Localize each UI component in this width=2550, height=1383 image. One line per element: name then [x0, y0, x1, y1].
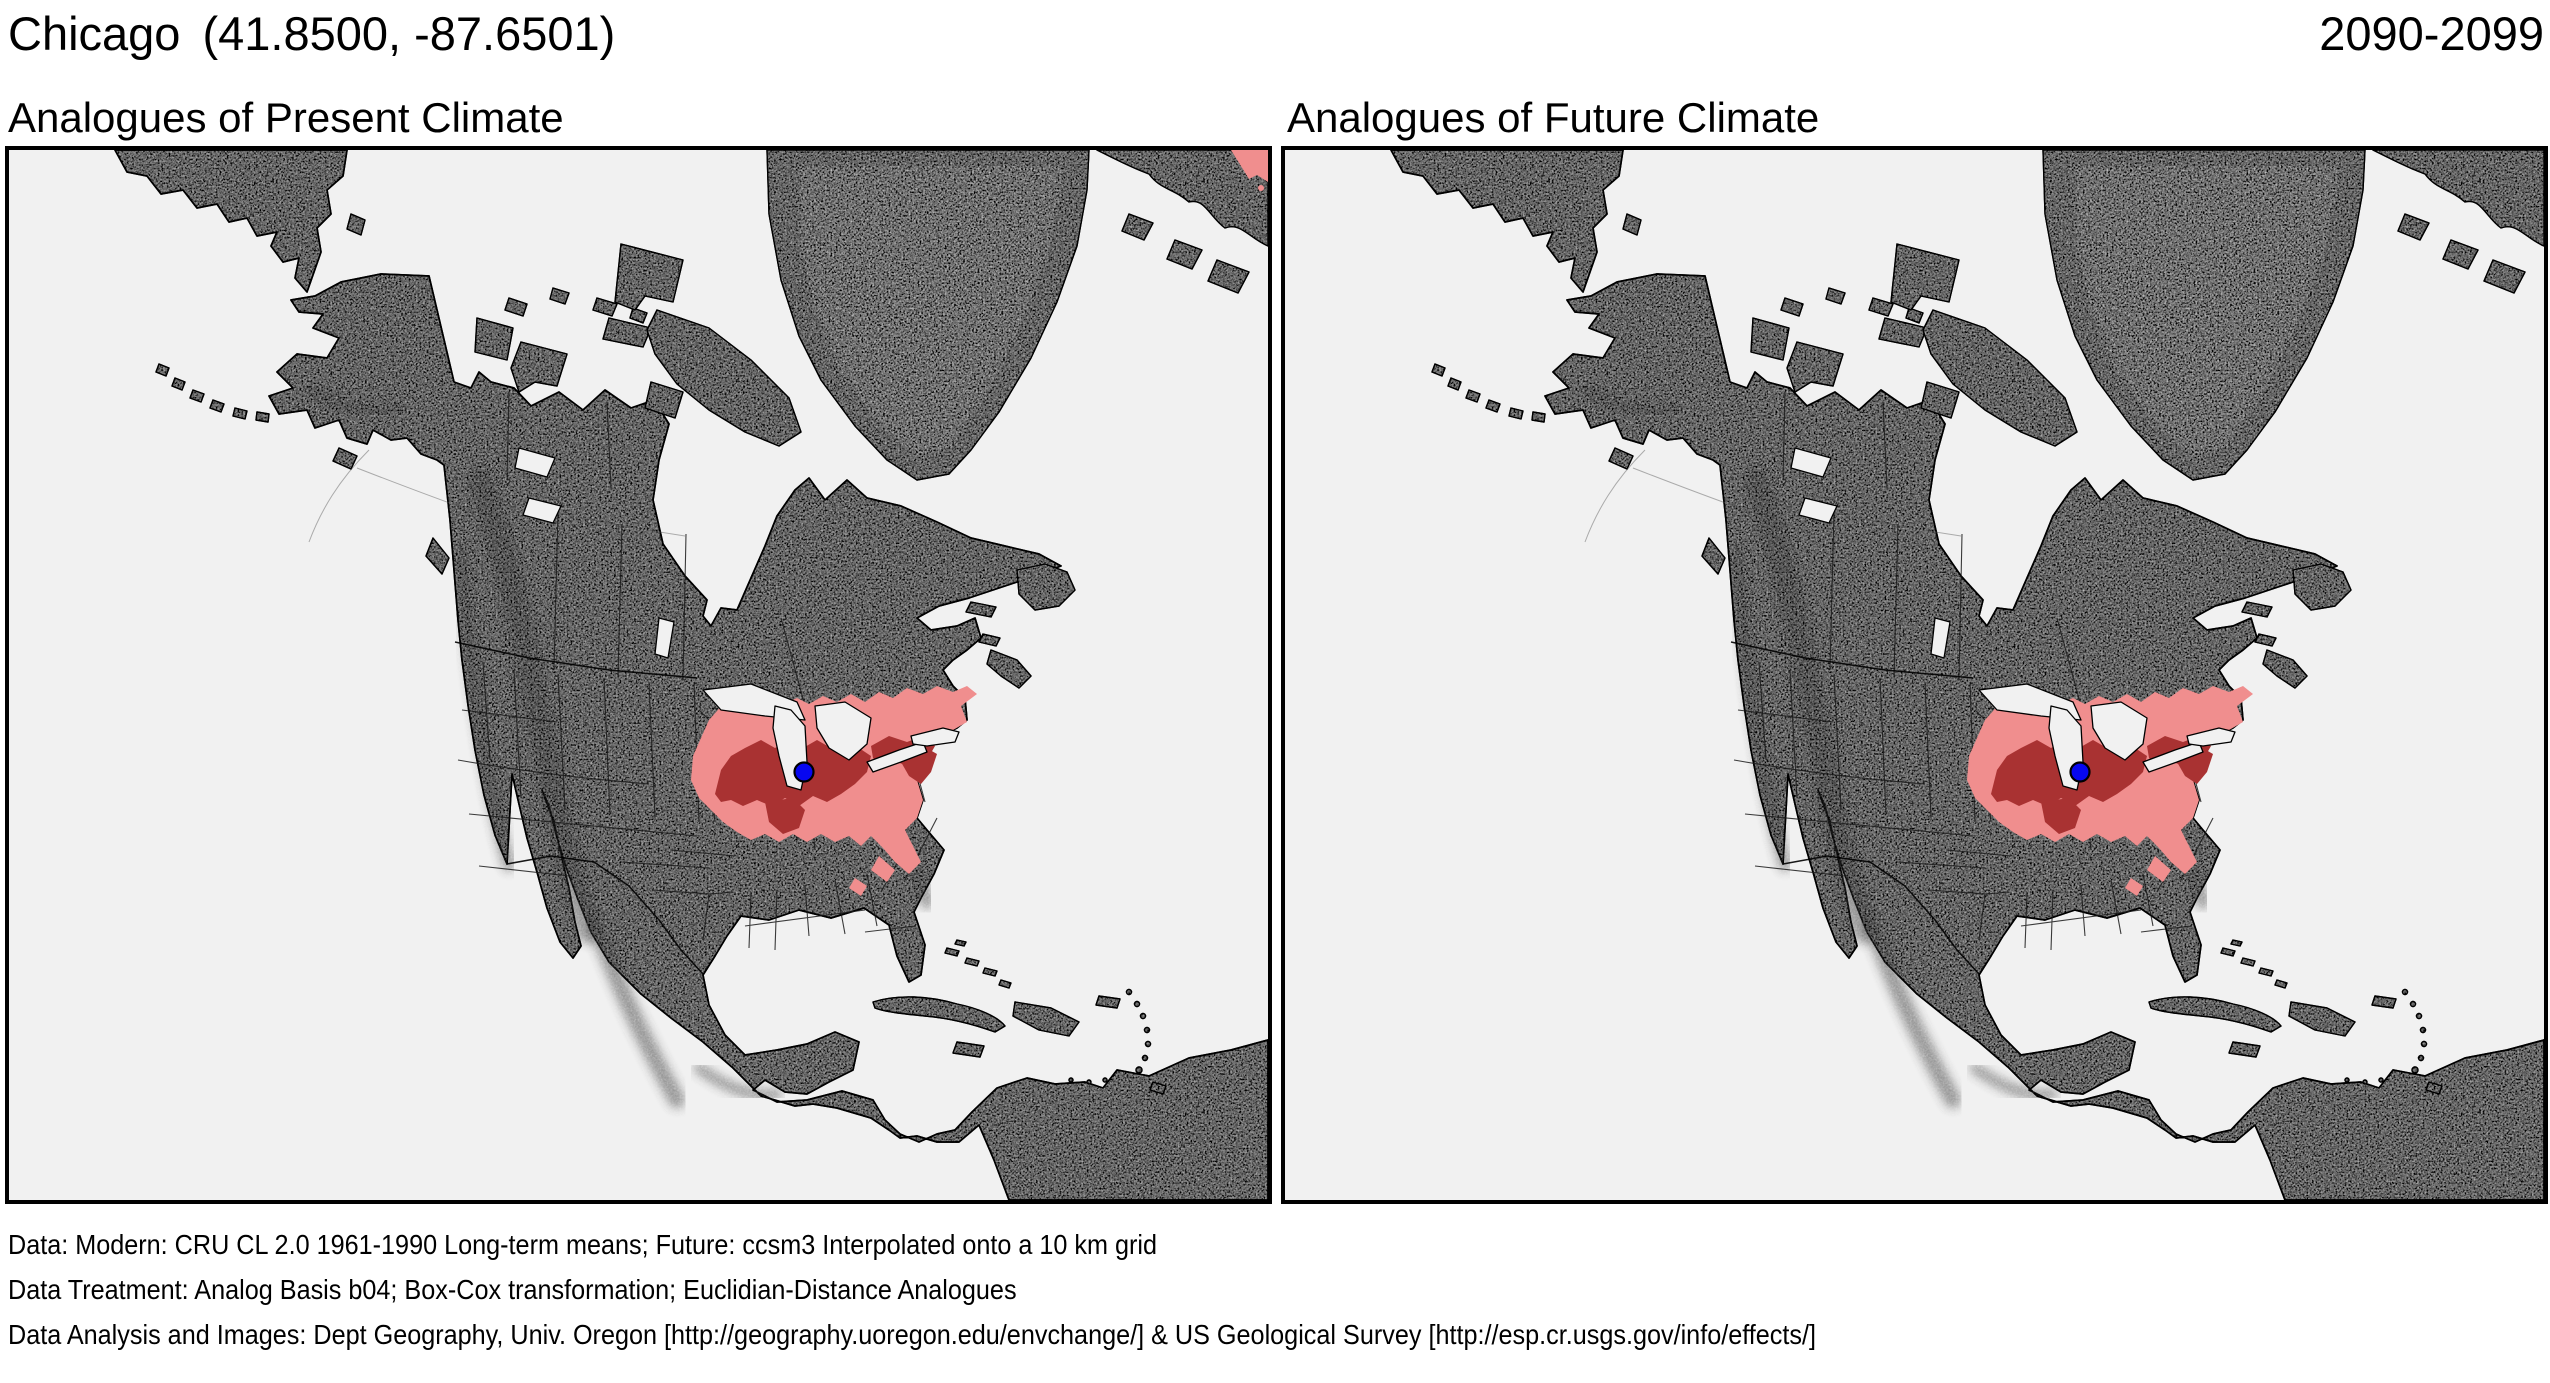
caption-block: Data: Modern: CRU CL 2.0 1961-1990 Long-…	[8, 1222, 1816, 1357]
chicago-marker	[793, 761, 815, 783]
left-map-title: Analogues of Present Climate	[8, 94, 564, 141]
north-america-map-present	[9, 150, 1268, 1200]
page-title: Chicago (41.8500, -87.6501)	[8, 6, 615, 61]
map-future-climate	[1281, 146, 2548, 1204]
north-america-map-future	[1285, 150, 2544, 1200]
period-label: 2090-2099	[2319, 7, 2544, 60]
right-map-title: Analogues of Future Climate	[1287, 94, 1820, 141]
caption-credits: Data Analysis and Images: Dept Geography…	[8, 1319, 1817, 1350]
city-name: Chicago	[8, 7, 181, 60]
city-coordinates: (41.8500, -87.6501)	[202, 7, 616, 60]
chicago-marker	[2069, 761, 2091, 783]
caption-data-sources: Data: Modern: CRU CL 2.0 1961-1990 Long-…	[8, 1229, 1158, 1260]
caption-data-treatment: Data Treatment: Analog Basis b04; Box-Co…	[8, 1274, 1017, 1305]
map-present-climate	[5, 146, 1272, 1204]
